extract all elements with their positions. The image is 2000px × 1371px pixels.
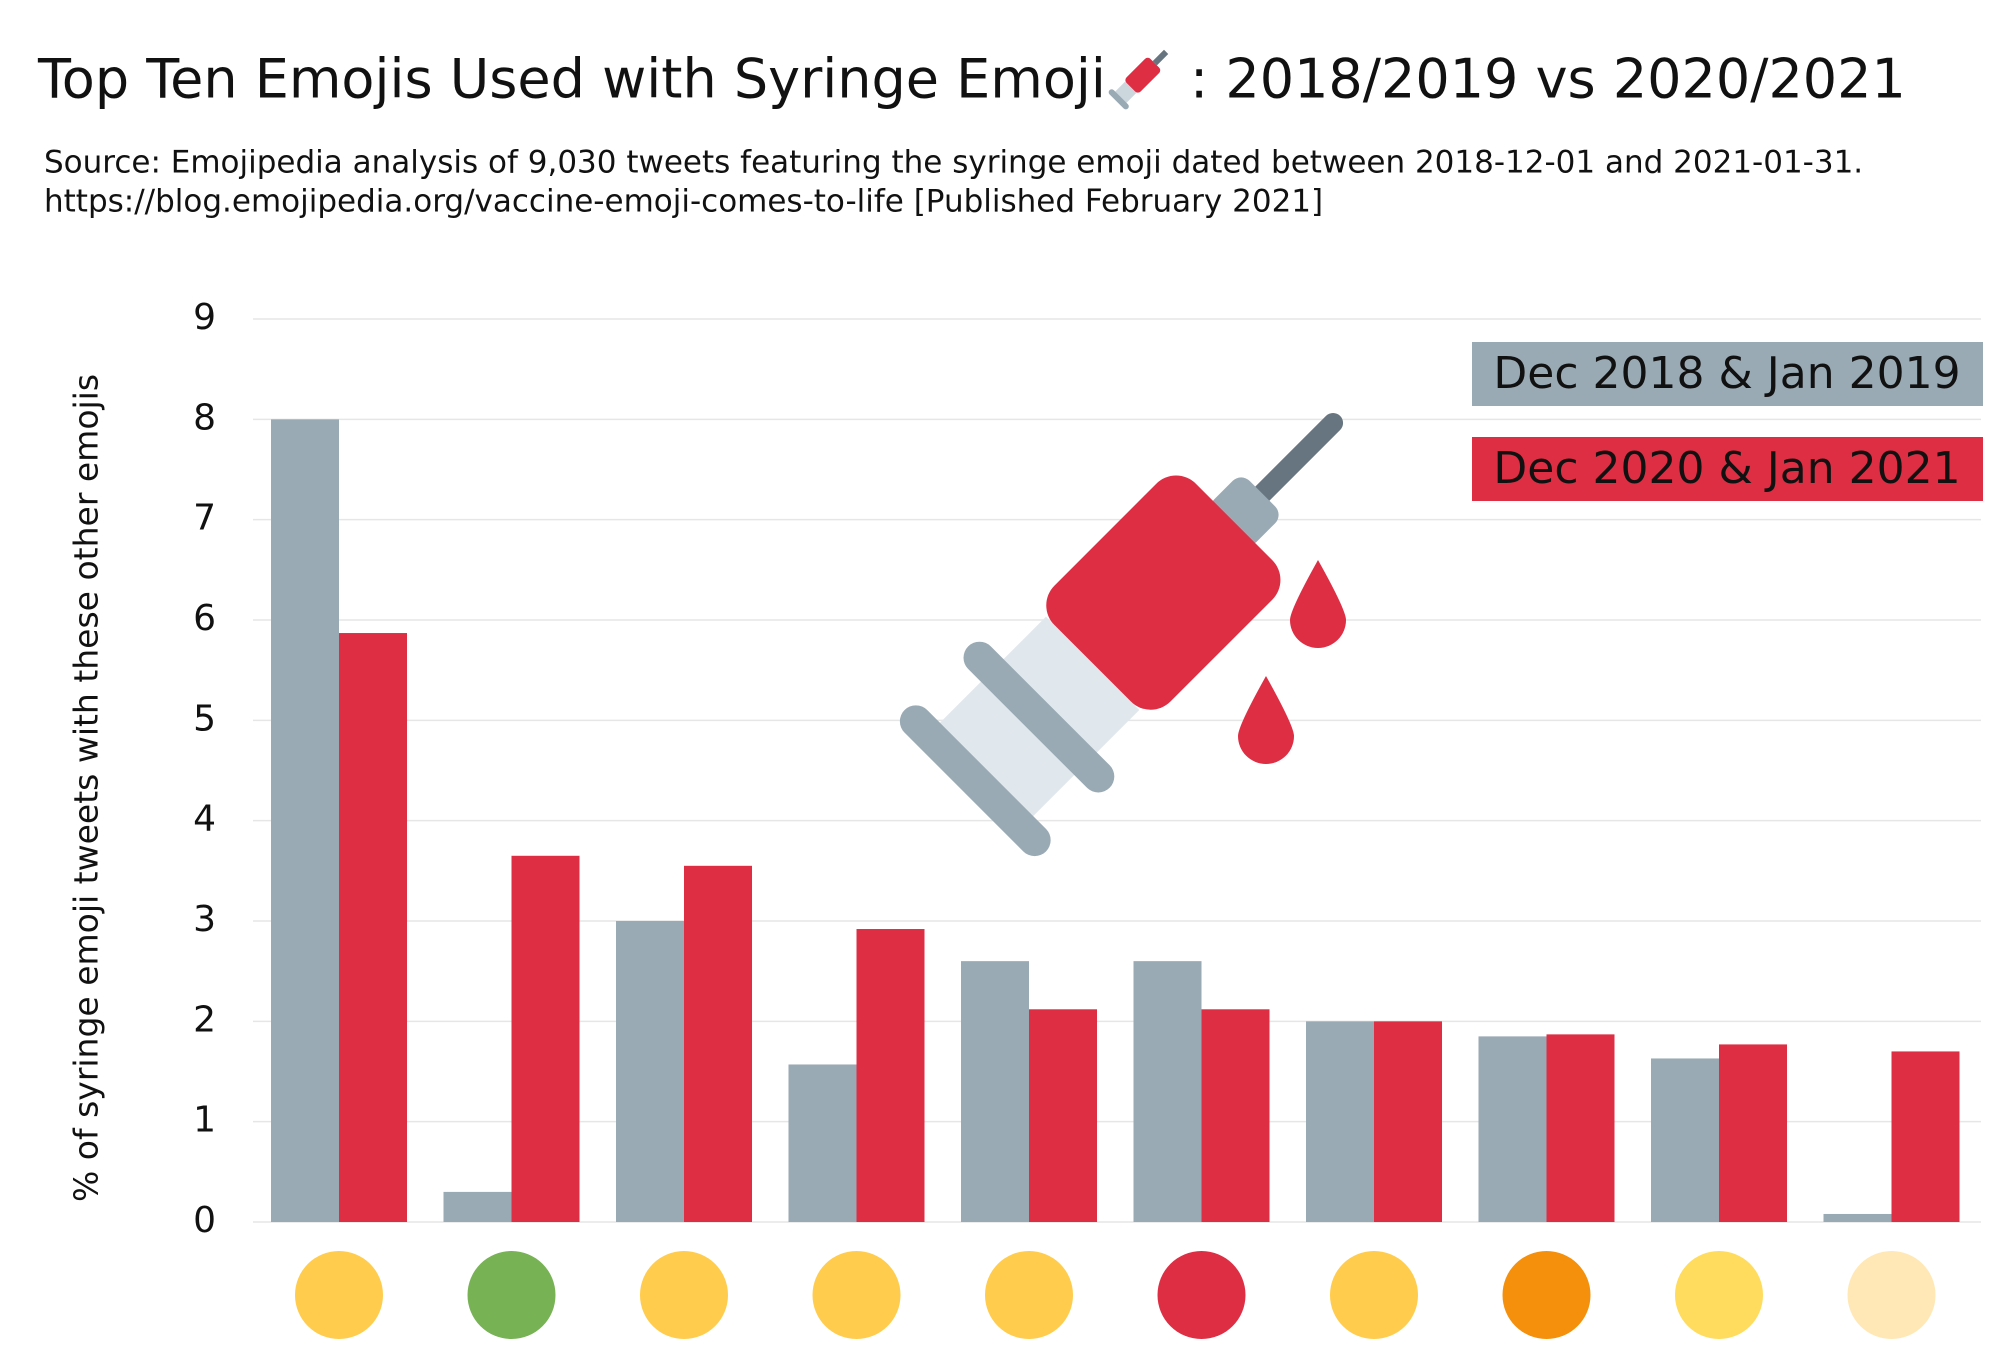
bar xyxy=(271,419,339,1222)
category-emoji-icon xyxy=(985,1251,1073,1339)
y-tick-label: 2 xyxy=(193,999,216,1040)
bar xyxy=(856,929,925,1222)
subtitle: Source: Emojipedia analysis of 9,030 twe… xyxy=(44,145,1863,181)
y-tick-label: 6 xyxy=(193,598,216,639)
bar xyxy=(1133,961,1202,1222)
y-tick-label: 8 xyxy=(193,397,216,438)
bar xyxy=(339,633,407,1222)
category-emoji-icon xyxy=(1847,1251,1936,1339)
bar xyxy=(684,865,752,1222)
y-tick-label: 7 xyxy=(193,498,216,539)
y-tick-label: 5 xyxy=(193,698,216,739)
drop xyxy=(1290,560,1346,648)
category-emoji-icon xyxy=(467,1251,556,1339)
bar xyxy=(1306,1021,1374,1222)
title-syringe-icon xyxy=(1108,49,1169,110)
bar xyxy=(788,1064,857,1222)
y-tick-label: 9 xyxy=(193,297,216,338)
bar xyxy=(1719,1044,1787,1222)
category-emoji-icon xyxy=(640,1251,728,1339)
legend-swatch xyxy=(1472,342,1983,406)
bar xyxy=(1546,1034,1615,1222)
bar xyxy=(1201,1009,1270,1222)
y-tick-label: 3 xyxy=(193,899,216,940)
bar xyxy=(511,855,580,1222)
category-emoji-icon xyxy=(1157,1251,1246,1339)
chart-title: Top Ten Emojis Used with Syringe Emoji xyxy=(37,48,1106,111)
bar xyxy=(1029,1009,1097,1222)
legend-label: Dec 2018 & Jan 2019 xyxy=(1493,348,1960,399)
legend-label: Dec 2020 & Jan 2021 xyxy=(1493,443,1960,494)
chart-title-suffix: : 2018/2019 vs 2020/2021 xyxy=(1190,48,1906,111)
subtitle: https://blog.emojipedia.org/vaccine-emoj… xyxy=(44,184,1323,220)
bar xyxy=(1374,1021,1442,1222)
bar xyxy=(1651,1058,1719,1222)
y-tick-label: 4 xyxy=(193,799,216,840)
y-tick-label: 1 xyxy=(193,1100,216,1141)
bar xyxy=(1823,1213,1892,1222)
category-emoji-icon xyxy=(295,1251,383,1339)
category-emoji-icon xyxy=(1502,1251,1591,1339)
drop xyxy=(1238,676,1294,764)
bar xyxy=(1891,1051,1960,1222)
syringe-illustration xyxy=(899,412,1344,857)
bar xyxy=(443,1191,512,1222)
bar xyxy=(961,961,1029,1222)
bar xyxy=(616,921,684,1222)
legend-swatch xyxy=(1472,437,1983,501)
plot-area: 0 1 2 3 4 5 6 7 8 9 Dec 2018 & Jan 2019 Dec 2020 & … xyxy=(193,297,1983,1339)
y-axis-label: % of syringe emoji tweets with these oth… xyxy=(67,374,106,1202)
y-tick-label: 0 xyxy=(193,1200,216,1241)
category-emoji-icon xyxy=(812,1251,901,1339)
category-emoji-icon xyxy=(1675,1251,1763,1339)
category-emoji-icon xyxy=(1330,1251,1418,1339)
bar xyxy=(1478,1036,1547,1222)
